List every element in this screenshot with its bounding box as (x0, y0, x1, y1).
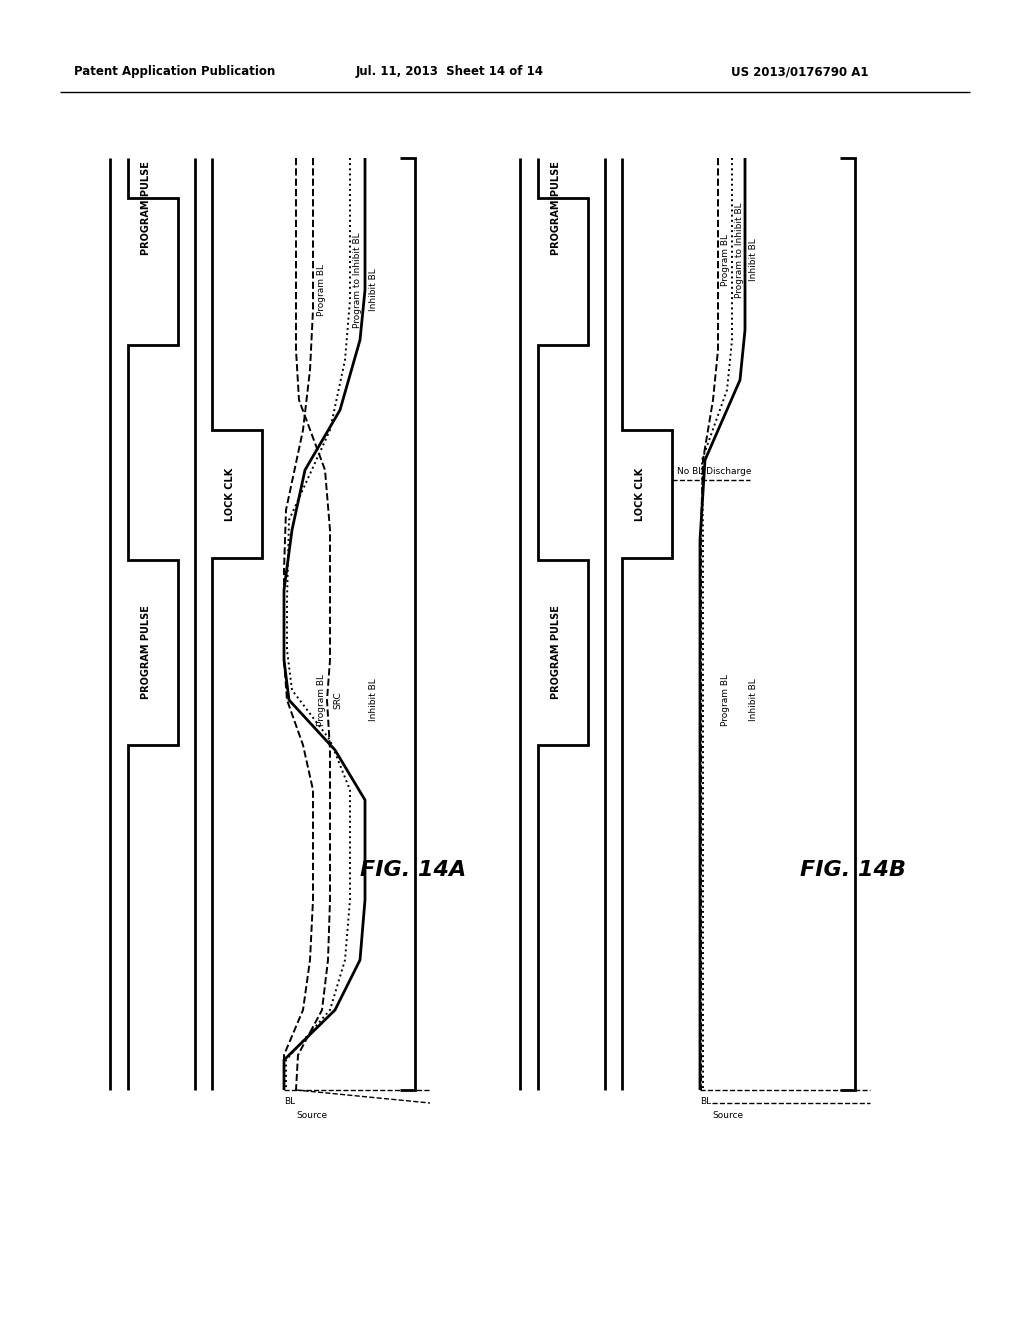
Text: Program BL: Program BL (316, 675, 326, 726)
Text: Jul. 11, 2013  Sheet 14 of 14: Jul. 11, 2013 Sheet 14 of 14 (356, 66, 544, 78)
Text: Inhibit BL: Inhibit BL (369, 269, 378, 312)
Text: No BL Discharge: No BL Discharge (677, 467, 752, 477)
Text: PROGRAM PULSE: PROGRAM PULSE (551, 605, 561, 698)
Text: Inhibit BL: Inhibit BL (749, 239, 758, 281)
Text: SRC: SRC (334, 692, 342, 709)
Text: LOCK CLK: LOCK CLK (635, 467, 645, 520)
Text: PROGRAM PULSE: PROGRAM PULSE (141, 605, 151, 698)
Text: PROGRAM PULSE: PROGRAM PULSE (551, 161, 561, 255)
Text: Program BL: Program BL (722, 675, 730, 726)
Text: Program BL: Program BL (316, 264, 326, 315)
Text: BL: BL (284, 1097, 295, 1106)
Text: FIG. 14B: FIG. 14B (800, 861, 906, 880)
Text: PROGRAM PULSE: PROGRAM PULSE (141, 161, 151, 255)
Text: Program BL: Program BL (722, 234, 730, 286)
Text: FIG. 14A: FIG. 14A (360, 861, 466, 880)
Text: Source: Source (296, 1110, 327, 1119)
Text: Inhibit BL: Inhibit BL (369, 678, 378, 721)
Text: Source: Source (712, 1110, 743, 1119)
Text: BL: BL (700, 1097, 711, 1106)
Text: Program to Inhibit BL: Program to Inhibit BL (353, 232, 362, 327)
Text: Inhibit BL: Inhibit BL (749, 678, 758, 721)
Text: US 2013/0176790 A1: US 2013/0176790 A1 (731, 66, 868, 78)
Text: LOCK CLK: LOCK CLK (225, 467, 234, 520)
Text: Patent Application Publication: Patent Application Publication (75, 66, 275, 78)
Text: Program to Inhibit BL: Program to Inhibit BL (735, 202, 744, 298)
